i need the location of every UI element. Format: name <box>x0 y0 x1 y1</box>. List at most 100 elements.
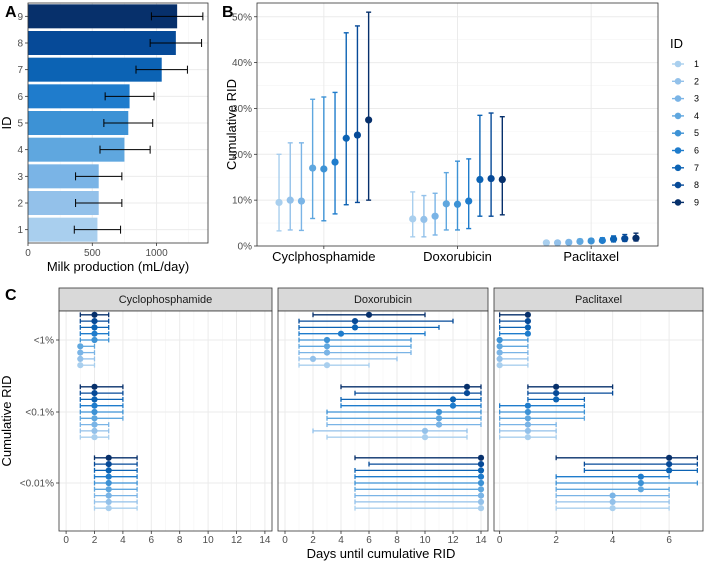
panel-b-ytick-label: 30% <box>232 104 252 115</box>
panel-b-ytick-label: 40% <box>232 58 252 69</box>
panel-a-ytick-label: 8 <box>17 39 23 50</box>
panel-b-legend-key-point <box>674 60 682 68</box>
panel-c-cyclophosphamide-point <box>105 461 112 468</box>
panel-c-cyclophosphamide-point <box>77 349 84 356</box>
panel-c-cyclophosphamide-xtick-label: 14 <box>259 535 271 546</box>
panel-c-paclitaxel-point <box>553 383 560 390</box>
panel-a-xtick-label: 0 <box>25 248 31 259</box>
panel-b-point <box>286 196 294 204</box>
panel-c-cyclophosphamide-point <box>91 383 98 390</box>
panel-c-cyclophosphamide-xtick-label: 6 <box>149 535 155 546</box>
panel-b-point <box>609 235 618 243</box>
panel-c-doxorubicin-point <box>435 408 443 416</box>
panel-c-cyclophosphamide-point <box>91 324 98 331</box>
panel-c-doxorubicin-point <box>351 318 359 325</box>
panel-c-cyclophosphamide-point <box>91 396 98 403</box>
panel-c: Cyclophosphamide 0 2 4 6 8 10 12 14 Doxorubicin 0 2… <box>0 287 704 561</box>
panel-a-xtick-label: 1000 <box>145 248 168 259</box>
panel-c-paclitaxel-point <box>524 421 531 428</box>
panel-c-doxorubicin-xtick-label: 4 <box>338 535 344 546</box>
panel-b-point <box>309 164 317 172</box>
panel-b-point <box>442 200 450 208</box>
panel-c-doxorubicin-point <box>309 355 317 362</box>
panel-c-doxorubicin-point <box>477 479 485 487</box>
panel-b-legend-title: ID <box>670 36 683 51</box>
panel-c-cyclophosphamide-point <box>105 498 112 505</box>
panel-b-ytick-label: 10% <box>232 196 252 207</box>
panel-b-legend-key-point <box>674 95 682 102</box>
panel-c-paclitaxel-point <box>609 498 616 505</box>
panel-b-legend-label: 9 <box>694 197 699 207</box>
panel-b-point <box>275 198 283 207</box>
panel-c-doxorubicin-point <box>449 396 457 403</box>
panel-c-cyclophosphamide-xtick-label: 12 <box>231 535 243 546</box>
panel-b-point <box>431 212 439 220</box>
panel-c-doxorubicin-xtick-label: 6 <box>366 535 372 546</box>
panel-b-legend-label: 4 <box>694 111 699 121</box>
panel-c-doxorubicin-point <box>323 362 331 369</box>
panel-c-xlabel: Days until cumulative RID <box>307 546 456 561</box>
panel-c-cyclophosphamide-point <box>91 402 98 409</box>
panel-b-point <box>632 234 640 242</box>
panel-c-cyclophosphamide-point <box>105 467 112 474</box>
panel-c-doxorubicin-point <box>449 402 457 409</box>
panel-a-ytick-label: 5 <box>17 119 23 130</box>
panel-c-paclitaxel-background <box>494 311 703 531</box>
panel-c-cyclophosphamide-frame <box>58 310 273 532</box>
panel-b-legend-key-point <box>674 199 682 206</box>
panel-b-legend-label: 1 <box>694 59 699 69</box>
panel-c-paclitaxel-point <box>637 473 644 480</box>
panel-b-legend-key-point <box>674 147 682 154</box>
panel-b-legend-label: 6 <box>694 146 699 156</box>
panel-c-paclitaxel-point <box>496 362 503 369</box>
panel-c-paclitaxel-point <box>524 408 531 416</box>
panel-c-cyclophosphamide-point <box>91 421 98 428</box>
panel-b-point <box>420 215 428 224</box>
panel-c-cyclophosphamide-point <box>91 311 98 318</box>
panel-c-ytick-label: <0.1% <box>25 408 54 419</box>
panel-c-doxorubicin-point <box>477 461 485 468</box>
panel-c-doxorubicin-xtick-label: 10 <box>419 535 431 546</box>
panel-c-paclitaxel-point <box>524 402 531 409</box>
panel-c-paclitaxel-point <box>637 479 644 487</box>
panel-b-legend-key-point <box>674 112 682 120</box>
panel-c-paclitaxel-point <box>524 434 531 441</box>
panel-c-letter: C <box>5 287 17 304</box>
panel-c-doxorubicin-point <box>477 467 485 474</box>
panel-b-point <box>553 239 562 247</box>
panel-c-doxorubicin-frame <box>277 310 489 532</box>
panel-b-point <box>331 158 339 166</box>
panel-c-paclitaxel-point <box>496 349 503 356</box>
panel-b-point <box>409 215 417 223</box>
panel-c-doxorubicin-point <box>365 311 373 318</box>
panel-c-paclitaxel-point <box>666 467 673 474</box>
panel-c-doxorubicin-xtick-label: 8 <box>394 535 400 546</box>
panel-c-doxorubicin-point <box>323 336 331 344</box>
panel-b-point <box>320 165 328 173</box>
panel-a-ytick-label: 4 <box>17 145 23 156</box>
panel-a-xtick-label: 500 <box>84 248 101 259</box>
panel-b-legend-key-point <box>674 181 682 189</box>
panel-c-cyclophosphamide-xtick-label: 2 <box>92 535 98 546</box>
panel-c-cyclophosphamide-point <box>91 330 98 337</box>
panel-c-paclitaxel-point <box>496 355 503 362</box>
panel-a-ytick-label: 3 <box>17 172 23 183</box>
panel-c-doxorubicin-point <box>463 383 471 390</box>
panel-b-legend-label: 8 <box>694 180 699 190</box>
panel-c-paclitaxel-strip-title: Paclitaxel <box>575 294 622 306</box>
panel-b-point <box>353 131 362 139</box>
panel-b-xtick-label: Cyclphosphamide <box>272 249 375 264</box>
panel-b-legend-key-point <box>674 129 682 137</box>
panel-c-cyclophosphamide-point <box>105 492 112 499</box>
panel-c-doxorubicin-point <box>477 473 485 480</box>
panel-c-paclitaxel-point <box>524 318 531 325</box>
panel-b-point <box>565 238 573 246</box>
panel-c-doxorubicin-point <box>477 454 485 461</box>
panel-b-point <box>297 197 306 205</box>
panel-c-ytick-label: <0.01% <box>20 479 54 490</box>
panel-c-paclitaxel-point <box>609 505 616 512</box>
panel-c-paclitaxel-point <box>524 311 531 318</box>
panel-c-cyclophosphamide-point <box>77 355 84 362</box>
